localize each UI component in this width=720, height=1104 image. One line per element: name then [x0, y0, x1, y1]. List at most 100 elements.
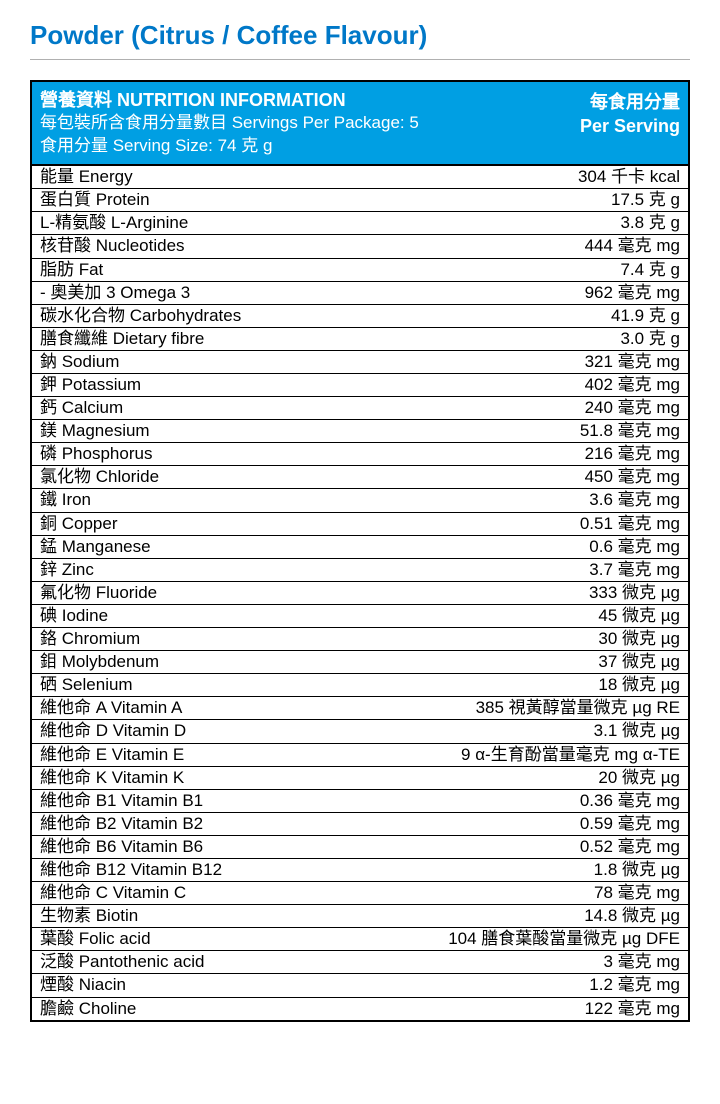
row-value: 41.9 克 g	[611, 305, 680, 327]
row-label: 生物素 Biotin	[40, 905, 138, 927]
row-label: 維他命 A Vitamin A	[40, 697, 182, 719]
row-label: - 奧美加 3 Omega 3	[40, 282, 190, 304]
row-value: 385 視黃醇當量微克 µg RE	[476, 697, 680, 719]
row-value: 18 微克 µg	[598, 674, 680, 696]
table-row: - 奧美加 3 Omega 3 962 毫克 mg	[32, 282, 688, 305]
table-header: 營養資料 NUTRITION INFORMATION 每包裝所含食用分量數目 S…	[32, 82, 688, 166]
row-label: 維他命 C Vitamin C	[40, 882, 186, 904]
row-label: 泛酸 Pantothenic acid	[40, 951, 204, 973]
row-value: 0.6 毫克 mg	[589, 536, 680, 558]
row-label: 鋅 Zinc	[40, 559, 94, 581]
table-row: 硒 Selenium 18 微克 µg	[32, 674, 688, 697]
row-value: 962 毫克 mg	[585, 282, 680, 304]
row-value: 3.8 克 g	[620, 212, 680, 234]
row-value: 0.52 毫克 mg	[580, 836, 680, 858]
row-label: 膳食纖維 Dietary fibre	[40, 328, 204, 350]
row-label: 煙酸 Niacin	[40, 974, 126, 996]
row-value: 444 毫克 mg	[585, 235, 680, 257]
table-row: 氟化物 Fluoride 333 微克 µg	[32, 582, 688, 605]
table-row: 鐵 Iron3.6 毫克 mg	[32, 489, 688, 512]
row-label: 維他命 K Vitamin K	[40, 767, 184, 789]
row-label: 磷 Phosphorus	[40, 443, 152, 465]
table-row: 碳水化合物 Carbohydrates 41.9 克 g	[32, 305, 688, 328]
row-label: 碳水化合物 Carbohydrates	[40, 305, 241, 327]
row-label: 碘 Iodine	[40, 605, 108, 627]
row-label: 鎂 Magnesium	[40, 420, 150, 442]
table-row: 膳食纖維 Dietary fibre3.0 克 g	[32, 328, 688, 351]
row-value: 104 膳食葉酸當量微克 µg DFE	[448, 928, 680, 950]
row-label: 維他命 D Vitamin D	[40, 720, 186, 742]
table-row: 磷 Phosphorus 216 毫克 mg	[32, 443, 688, 466]
row-label: 氯化物 Chloride	[40, 466, 159, 488]
row-label: 維他命 E Vitamin E	[40, 744, 184, 766]
per-serving-en: Per Serving	[580, 114, 680, 138]
table-row: 核苷酸 Nucleotides 444 毫克 mg	[32, 235, 688, 258]
table-row: 維他命 E Vitamin E 9 α-生育酚當量毫克 mg α-TE	[32, 744, 688, 767]
row-label: 鈉 Sodium	[40, 351, 119, 373]
table-row: 維他命 B2 Vitamin B20.59 毫克 mg	[32, 813, 688, 836]
table-row: L-精氨酸 L-Arginine 3.8 克 g	[32, 212, 688, 235]
table-row: 鋅 Zinc 3.7 毫克 mg	[32, 559, 688, 582]
table-row: 蛋白質 Protein 17.5 克 g	[32, 189, 688, 212]
row-label: 鉻 Chromium	[40, 628, 140, 650]
table-row: 氯化物 Chloride450 毫克 mg	[32, 466, 688, 489]
table-row: 鉬 Molybdenum 37 微克 µg	[32, 651, 688, 674]
row-label: 脂肪 Fat	[40, 259, 103, 281]
table-row: 維他命 K Vitamin K 20 微克 µg	[32, 767, 688, 790]
table-row: 泛酸 Pantothenic acid 3 毫克 mg	[32, 951, 688, 974]
row-value: 9 α-生育酚當量毫克 mg α-TE	[461, 744, 680, 766]
row-label: 蛋白質 Protein	[40, 189, 150, 211]
row-value: 1.2 毫克 mg	[589, 974, 680, 996]
table-row: 維他命 A Vitamin A 385 視黃醇當量微克 µg RE	[32, 697, 688, 720]
table-row: 錳 Manganese 0.6 毫克 mg	[32, 536, 688, 559]
per-serving-cn: 每食用分量	[580, 90, 680, 114]
row-value: 0.51 毫克 mg	[580, 513, 680, 535]
table-row: 鉀 Potassium402 毫克 mg	[32, 374, 688, 397]
row-value: 333 微克 µg	[589, 582, 680, 604]
header-title: 營養資料 NUTRITION INFORMATION	[40, 88, 419, 112]
row-label: 錳 Manganese	[40, 536, 151, 558]
table-row: 鈣 Calcium 240 毫克 mg	[32, 397, 688, 420]
table-row: 生物素 Biotin14.8 微克 µg	[32, 905, 688, 928]
row-label: 硒 Selenium	[40, 674, 133, 696]
row-value: 20 微克 µg	[598, 767, 680, 789]
row-label: 維他命 B12 Vitamin B12	[40, 859, 222, 881]
table-row: 碘 Iodine 45 微克 µg	[32, 605, 688, 628]
table-row: 煙酸 Niacin 1.2 毫克 mg	[32, 974, 688, 997]
row-value: 216 毫克 mg	[585, 443, 680, 465]
table-row: 維他命 C Vitamin C78 毫克 mg	[32, 882, 688, 905]
row-value: 304 千卡 kcal	[578, 166, 680, 188]
row-value: 0.36 毫克 mg	[580, 790, 680, 812]
row-value: 51.8 毫克 mg	[580, 420, 680, 442]
header-right: 每食用分量 Per Serving	[580, 88, 680, 139]
nutrition-table: 營養資料 NUTRITION INFORMATION 每包裝所含食用分量數目 S…	[30, 80, 690, 1022]
row-value: 240 毫克 mg	[585, 397, 680, 419]
row-value: 1.8 微克 µg	[594, 859, 680, 881]
servings-per-package: 每包裝所含食用分量數目 Servings Per Package: 5	[40, 112, 419, 135]
page-title: Powder (Citrus / Coffee Flavour)	[30, 20, 690, 60]
row-label: L-精氨酸 L-Arginine	[40, 212, 188, 234]
row-label: 膽鹼 Choline	[40, 998, 136, 1020]
row-value: 3 毫克 mg	[603, 951, 680, 973]
table-row: 膽鹼 Choline 122 毫克 mg	[32, 998, 688, 1020]
row-label: 鈣 Calcium	[40, 397, 123, 419]
table-row: 脂肪 Fat7.4 克 g	[32, 259, 688, 282]
row-value: 37 微克 µg	[598, 651, 680, 673]
row-value: 3.7 毫克 mg	[589, 559, 680, 581]
row-value: 45 微克 µg	[598, 605, 680, 627]
row-label: 銅 Copper	[40, 513, 117, 535]
row-value: 0.59 毫克 mg	[580, 813, 680, 835]
row-label: 維他命 B6 Vitamin B6	[40, 836, 203, 858]
row-label: 核苷酸 Nucleotides	[40, 235, 185, 257]
row-value: 17.5 克 g	[611, 189, 680, 211]
row-value: 122 毫克 mg	[585, 998, 680, 1020]
table-row: 維他命 B6 Vitamin B6 0.52 毫克 mg	[32, 836, 688, 859]
row-value: 3.1 微克 µg	[594, 720, 680, 742]
row-label: 鉀 Potassium	[40, 374, 141, 396]
row-label: 能量 Energy	[40, 166, 133, 188]
row-label: 氟化物 Fluoride	[40, 582, 157, 604]
row-label: 鉬 Molybdenum	[40, 651, 159, 673]
table-row: 鉻 Chromium30 微克 µg	[32, 628, 688, 651]
row-value: 321 毫克 mg	[585, 351, 680, 373]
table-row: 葉酸 Folic acid104 膳食葉酸當量微克 µg DFE	[32, 928, 688, 951]
